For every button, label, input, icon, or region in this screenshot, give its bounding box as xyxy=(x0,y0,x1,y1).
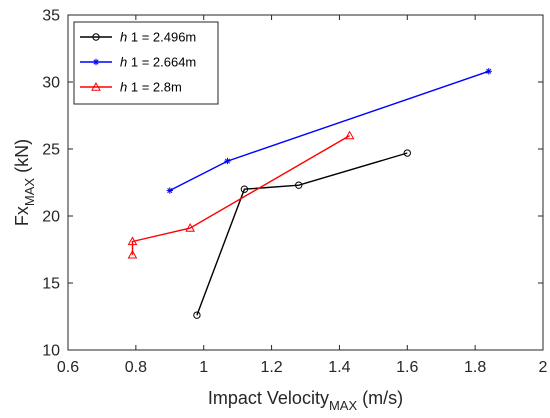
x-tick-label: 0.6 xyxy=(57,359,79,376)
legend-entry: h 1 = 2.8m xyxy=(80,80,182,95)
ticks-layer: 0.6 0.8 1 1.2 1.4 1.6 1.8 2 10 15 20 25 30 35 xyxy=(42,8,547,377)
x-tick-label: 1.2 xyxy=(260,359,282,376)
legend-marker xyxy=(91,81,101,91)
series-line xyxy=(131,134,350,255)
x-axis-label: Impact VelocityMAX (m/s) xyxy=(208,388,403,413)
legend-label: h 1 = 2.664m xyxy=(120,55,196,70)
y-tick-label: 35 xyxy=(42,8,60,25)
x-tick-label: 1 xyxy=(199,359,208,376)
data-point xyxy=(193,311,201,319)
y-tick-label: 20 xyxy=(42,209,60,226)
y-tick-label: 25 xyxy=(42,142,60,159)
x-tick-label: 0.8 xyxy=(125,359,147,376)
legend-marker xyxy=(92,33,100,41)
legend-entries: h 1 = 2.496m h 1 = 2.664m h 1 = 2.8m xyxy=(80,30,196,95)
data-point xyxy=(127,249,138,259)
x-tick-label: 1.4 xyxy=(328,359,350,376)
series-layer xyxy=(127,68,492,319)
plot-border xyxy=(67,14,544,351)
series-3 xyxy=(127,130,355,259)
data-point xyxy=(295,181,303,189)
x-tick-label: 1.8 xyxy=(464,359,486,376)
data-point xyxy=(224,157,231,165)
data-point xyxy=(485,68,492,75)
series-1 xyxy=(193,149,411,319)
legend-label: h 1 = 2.8m xyxy=(120,80,182,95)
legend: h 1 = 2.496m h 1 = 2.664m h 1 = 2.8m xyxy=(73,21,219,105)
legend-entry: h 1 = 2.664m xyxy=(80,55,196,70)
data-point xyxy=(185,223,195,232)
data-point xyxy=(166,187,173,194)
x-tick-label: 2 xyxy=(539,359,548,376)
y-tick-label: 15 xyxy=(42,276,60,293)
data-point xyxy=(403,149,411,157)
y-tick-label: 30 xyxy=(42,75,60,92)
data-point xyxy=(127,236,138,246)
data-point xyxy=(344,130,355,140)
y-tick-label: 10 xyxy=(42,343,60,360)
legend-entry: h 1 = 2.496m xyxy=(80,30,196,45)
series-line xyxy=(196,152,408,316)
legend-marker xyxy=(92,58,100,66)
y-axis-label: FxMAX (kN) xyxy=(12,139,37,226)
legend-label: h 1 = 2.496m xyxy=(120,30,196,45)
x-tick-label: 1.6 xyxy=(396,359,418,376)
series-2 xyxy=(166,68,492,194)
data-point xyxy=(240,185,249,193)
